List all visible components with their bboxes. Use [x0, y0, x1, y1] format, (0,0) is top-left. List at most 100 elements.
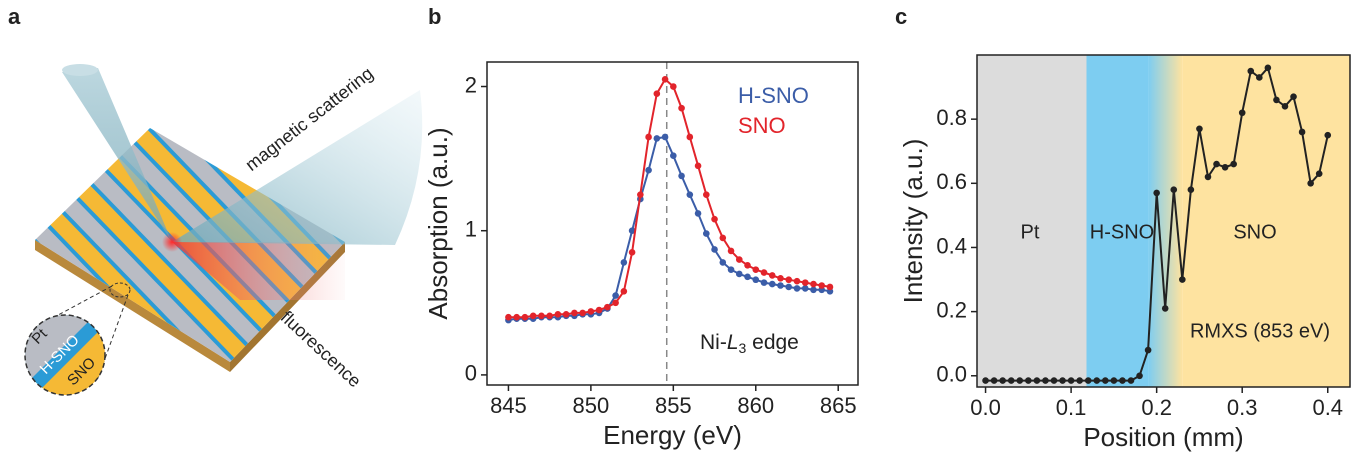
- data-point: [529, 312, 537, 320]
- annotation-part: edge: [746, 331, 799, 354]
- data-point: [505, 313, 512, 321]
- data-point: [744, 262, 751, 269]
- data-point: [571, 309, 578, 317]
- data-point: [1187, 186, 1195, 194]
- data-point: [1110, 377, 1118, 384]
- data-point: [727, 247, 735, 255]
- data-point: [1025, 377, 1032, 384]
- scattering-cone: [172, 90, 423, 245]
- data-point: [1230, 160, 1237, 168]
- panel-label: b: [428, 4, 441, 29]
- data-point: [612, 299, 619, 307]
- illustration: a Pt H-SNO SNO magnetic scattering fluor…: [8, 4, 423, 396]
- data-point: [653, 90, 661, 98]
- data-point: [719, 259, 727, 266]
- data-point: [810, 286, 817, 294]
- data-point: [1007, 377, 1015, 384]
- data-point: [686, 191, 694, 198]
- x-tick-label: 860: [737, 393, 774, 418]
- y-tick-label: 0.8: [936, 105, 967, 130]
- legend-label: SNO: [738, 113, 786, 138]
- data-point: [1042, 377, 1049, 384]
- incident-beam: [62, 68, 172, 242]
- data-point: [1256, 74, 1263, 81]
- y-tick-label: 0.0: [936, 362, 967, 387]
- data-point: [1059, 377, 1066, 384]
- y-tick-label: 0.6: [936, 169, 967, 194]
- region: [1086, 55, 1149, 387]
- y-tick-label: 2: [465, 72, 477, 97]
- x-tick-label: 845: [490, 393, 527, 418]
- data-point: [760, 269, 768, 276]
- x-axis-label: Position (mm): [1083, 422, 1243, 452]
- data-point: [990, 377, 998, 384]
- data-point: [703, 191, 710, 198]
- data-point: [735, 256, 743, 263]
- data-point: [999, 377, 1006, 384]
- data-point: [777, 282, 784, 289]
- zoom-region: [109, 282, 131, 298]
- annotation-part: L: [727, 331, 739, 354]
- data-point: [1161, 305, 1169, 312]
- data-point: [1196, 125, 1203, 133]
- data-point: [1050, 377, 1058, 384]
- data-point: [768, 280, 776, 288]
- data-point: [1093, 377, 1101, 384]
- data-point: [785, 276, 793, 284]
- data-point: [628, 227, 636, 235]
- data-point: [1119, 377, 1126, 384]
- fluorescence-beam: [172, 242, 345, 300]
- axes-frame: [976, 54, 1351, 388]
- data-point: [1324, 131, 1332, 139]
- data-point: [694, 162, 702, 170]
- data-point: [1238, 109, 1246, 117]
- data-point: [1290, 93, 1297, 101]
- series-line: [508, 135, 831, 322]
- data-point: [620, 259, 628, 266]
- data-point: [719, 234, 727, 242]
- x-tick-label: 0.0: [970, 395, 1001, 420]
- plate-side: [35, 240, 230, 372]
- data-point: [595, 306, 603, 314]
- x-tick-label: 865: [820, 393, 857, 418]
- data-point: [768, 272, 776, 279]
- data-point: [793, 285, 801, 292]
- y-axis-label: Absorption (a.u.): [423, 127, 453, 319]
- data-point: [637, 191, 644, 198]
- panel-label: a: [8, 4, 21, 29]
- data-point: [1102, 377, 1109, 384]
- legend-label: H-SNO: [738, 83, 809, 108]
- beam-end: [62, 64, 98, 76]
- data-point: [1264, 64, 1272, 72]
- x-tick-label: 0.4: [1312, 395, 1343, 420]
- region: [977, 55, 1087, 387]
- data-point: [982, 377, 989, 384]
- x-tick-label: 855: [655, 393, 692, 418]
- x-tick-label: 0.1: [1056, 395, 1087, 420]
- data-point: [1127, 377, 1135, 384]
- zoom-circle: [24, 314, 106, 396]
- data-point: [801, 285, 809, 292]
- data-point: [653, 135, 661, 142]
- data-point: [694, 210, 702, 217]
- annotation-part: Ni-: [700, 331, 727, 354]
- data-point: [711, 246, 718, 253]
- data-point: [645, 166, 652, 174]
- y-tick-label: 0.2: [936, 297, 967, 322]
- data-point: [678, 104, 685, 112]
- data-point: [1144, 346, 1152, 354]
- data-point: [1136, 372, 1143, 380]
- data-point: [645, 133, 652, 141]
- data-point: [727, 266, 735, 273]
- data-point: [628, 249, 636, 256]
- beam-spot: [162, 232, 182, 252]
- x-axis-label: Energy (eV): [603, 420, 742, 450]
- data-point: [562, 311, 570, 318]
- data-point: [513, 313, 520, 321]
- data-point: [686, 133, 694, 141]
- data-point: [1067, 377, 1075, 384]
- data-point: [1084, 377, 1092, 384]
- region-label: Pt: [1021, 221, 1040, 243]
- y-tick-label: 0: [465, 361, 477, 386]
- data-point: [661, 76, 669, 83]
